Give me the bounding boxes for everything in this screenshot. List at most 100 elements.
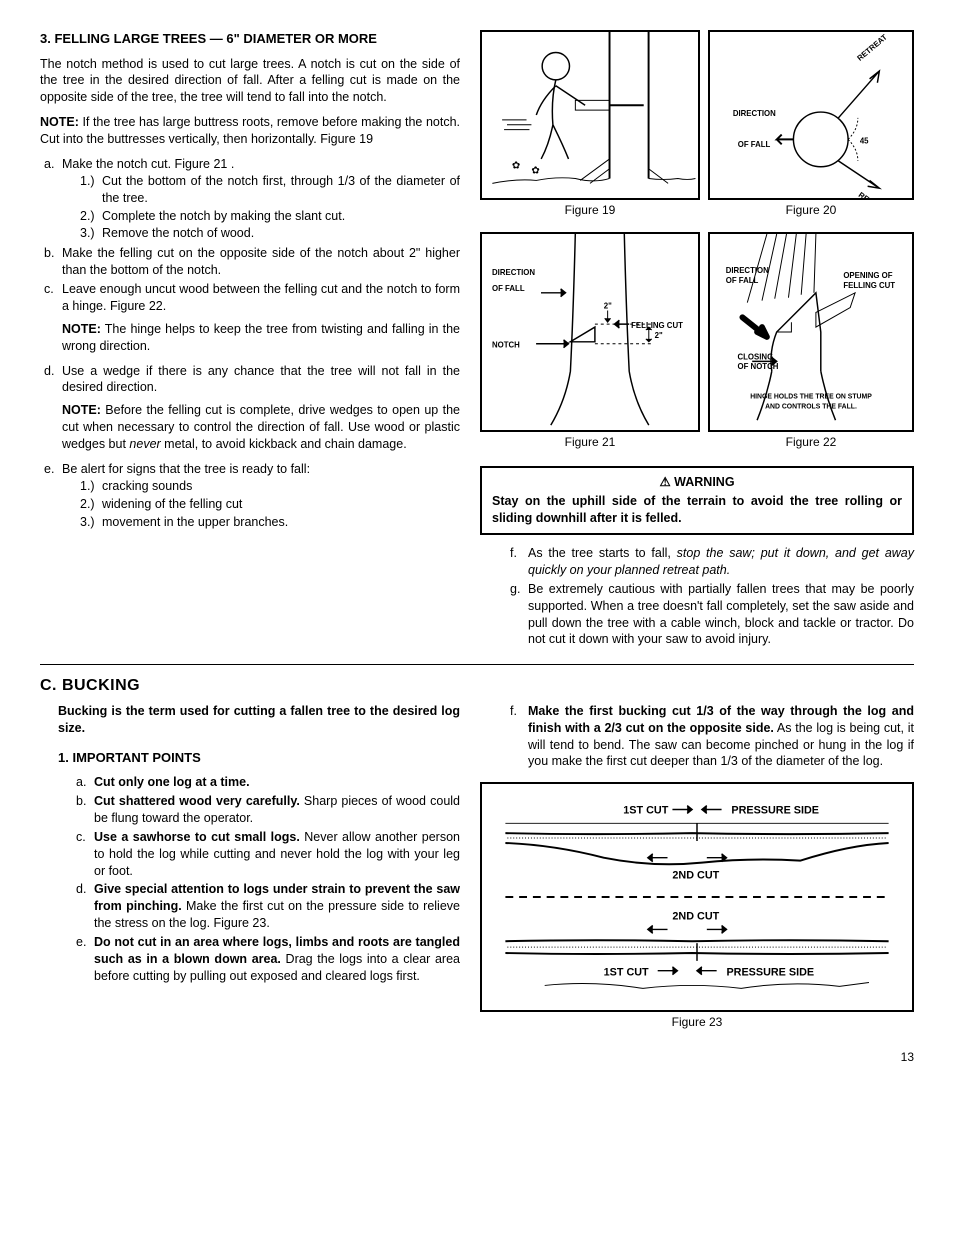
step-a3: 3.)Remove the notch of wood. <box>80 225 460 242</box>
step-a: a. Make the notch cut. Figure 21 . 1.)Cu… <box>44 156 460 243</box>
note-3-never: never <box>129 437 160 451</box>
step-a-sublist: 1.)Cut the bottom of the notch first, th… <box>80 173 460 243</box>
warning-box: ⚠ WARNING Stay on the uphill side of the… <box>480 466 914 535</box>
step-e: e. Be alert for signs that the tree is r… <box>44 461 460 532</box>
fig22-box: DIRECTION OF FALL OPENING OF FELLING CUT… <box>708 232 914 432</box>
svg-text:DIRECTION: DIRECTION <box>733 109 776 118</box>
section-3-intro: The notch method is used to cut large tr… <box>40 56 460 107</box>
fig19-caption: Figure 19 <box>480 202 700 218</box>
svg-text:FELLING CUT: FELLING CUT <box>843 281 895 290</box>
step-b: b.Make the felling cut on the opposite s… <box>44 245 460 279</box>
fig19-box: ✿ ✿ <box>480 30 700 200</box>
step-g: g. Be extremely cautious with partially … <box>510 581 914 649</box>
svg-text:AND CONTROLS THE FALL.: AND CONTROLS THE FALL. <box>765 404 857 411</box>
svg-text:OPENING OF: OPENING OF <box>843 271 892 280</box>
warning-text: Stay on the uphill side of the terrain t… <box>492 493 902 527</box>
steps-list-3: e. Be alert for signs that the tree is r… <box>44 461 460 532</box>
buck-e: e.Do not cut in an area where logs, limb… <box>76 934 460 985</box>
fig20-svg: DIRECTION OF FALL RETREAT RETREAT 45 <box>710 32 912 198</box>
buck-b: b.Cut shattered wood very carefully. Sha… <box>76 793 460 827</box>
buck-d: d.Give special attention to logs under s… <box>76 881 460 932</box>
svg-text:DIRECTION: DIRECTION <box>492 268 535 277</box>
step-a-text: Make the notch cut. Figure 21 . <box>62 157 234 171</box>
svg-text:1ST CUT: 1ST CUT <box>623 805 668 817</box>
step-f-a: As the tree starts to fall, <box>528 546 677 560</box>
fig-row-2: DIRECTION OF FALL NOTCH FELLING CUT 2" 2… <box>480 232 914 458</box>
step-a-body: Make the notch cut. Figure 21 . 1.)Cut t… <box>62 156 460 243</box>
fig21-wrap: DIRECTION OF FALL NOTCH FELLING CUT 2" 2… <box>480 232 700 458</box>
svg-text:2": 2" <box>655 331 663 340</box>
steps-list-2: d.Use a wedge if there is any chance tha… <box>44 363 460 397</box>
svg-text:DIRECTION: DIRECTION <box>726 266 769 275</box>
svg-text:✿: ✿ <box>531 166 539 177</box>
fig20-box: DIRECTION OF FALL RETREAT RETREAT 45 <box>708 30 914 200</box>
step-a1: 1.)Cut the bottom of the notch first, th… <box>80 173 460 207</box>
svg-text:PRESSURE SIDE: PRESSURE SIDE <box>726 967 814 979</box>
svg-text:2ND CUT: 2ND CUT <box>672 911 719 923</box>
warning-title: ⚠ WARNING <box>492 474 902 491</box>
fig19-svg: ✿ ✿ <box>482 32 698 198</box>
step-a2: 2.)Complete the notch by making the slan… <box>80 208 460 225</box>
fig23-box: 1ST CUT PRESSURE SIDE 2ND CUT 2ND CUT <box>480 782 914 1012</box>
buck-a: a.Cut only one log at a time. <box>76 774 460 791</box>
note-3: NOTE: Before the felling cut is complete… <box>62 402 460 453</box>
fig23-svg: 1ST CUT PRESSURE SIDE 2ND CUT 2ND CUT <box>482 784 912 1010</box>
svg-text:OF NOTCH: OF NOTCH <box>738 362 779 371</box>
fig21-svg: DIRECTION OF FALL NOTCH FELLING CUT 2" 2… <box>482 234 698 430</box>
svg-text:NOTCH: NOTCH <box>492 341 520 350</box>
fig22-caption: Figure 22 <box>708 434 914 450</box>
section-c-head: C. BUCKING <box>40 675 914 697</box>
buck-f: f.Make the first bucking cut 1/3 of the … <box>510 703 914 771</box>
note-3b: metal, to avoid kickback and chain damag… <box>161 437 407 451</box>
note-2-label: NOTE: <box>62 322 101 336</box>
page-number: 13 <box>40 1049 914 1065</box>
fig-row-1: ✿ ✿ Figure 19 DIRECTI <box>480 30 914 226</box>
bottom-right-col: f.Make the first bucking cut 1/3 of the … <box>480 703 914 1039</box>
divider <box>40 664 914 665</box>
step-e3: 3.)movement in the upper branches. <box>80 514 460 531</box>
note-2-text: The hinge helps to keep the tree from tw… <box>62 322 460 353</box>
fig19-wrap: ✿ ✿ Figure 19 <box>480 30 700 226</box>
fig21-caption: Figure 21 <box>480 434 700 450</box>
bucking-list-right: f.Make the first bucking cut 1/3 of the … <box>510 703 914 771</box>
svg-text:OF FALL: OF FALL <box>492 284 525 293</box>
fig21-box: DIRECTION OF FALL NOTCH FELLING CUT 2" 2… <box>480 232 700 432</box>
svg-text:✿: ✿ <box>512 161 520 172</box>
svg-text:1ST CUT: 1ST CUT <box>604 967 649 979</box>
fig23-caption: Figure 23 <box>480 1014 914 1030</box>
marker-a: a. <box>44 156 62 243</box>
svg-text:OF FALL: OF FALL <box>726 276 759 285</box>
note-1-text: If the tree has large buttress roots, re… <box>40 115 460 146</box>
note-3-label: NOTE: <box>62 403 101 417</box>
page: 3. FELLING LARGE TREES — 6" DIAMETER OR … <box>40 30 914 1065</box>
section-3-title: 3. FELLING LARGE TREES — 6" DIAMETER OR … <box>40 30 460 48</box>
svg-text:RETREAT: RETREAT <box>857 190 892 198</box>
step-d: d.Use a wedge if there is any chance tha… <box>44 363 460 397</box>
step-c: c.Leave enough uncut wood between the fe… <box>44 281 460 315</box>
steps-list: a. Make the notch cut. Figure 21 . 1.)Cu… <box>44 156 460 315</box>
svg-text:2ND CUT: 2ND CUT <box>672 870 719 882</box>
buck-c: c.Use a sawhorse to cut small logs. Neve… <box>76 829 460 880</box>
right-column: ✿ ✿ Figure 19 DIRECTI <box>480 30 914 650</box>
bottom-left-col: Bucking is the term used for cutting a f… <box>40 703 460 1039</box>
svg-text:CLOSING: CLOSING <box>738 353 774 362</box>
bucking-list: a.Cut only one log at a time. b.Cut shat… <box>76 774 460 985</box>
svg-text:FELLING CUT: FELLING CUT <box>631 321 683 330</box>
fig20-caption: Figure 20 <box>708 202 914 218</box>
svg-text:RETREAT: RETREAT <box>855 32 889 62</box>
step-e2: 2.)widening of the felling cut <box>80 496 460 513</box>
bottom-section: Bucking is the term used for cutting a f… <box>40 703 914 1039</box>
important-points-head: 1. IMPORTANT POINTS <box>58 749 460 767</box>
fig22-wrap: DIRECTION OF FALL OPENING OF FELLING CUT… <box>708 232 914 458</box>
note-2: NOTE: The hinge helps to keep the tree f… <box>62 321 460 355</box>
svg-text:OF FALL: OF FALL <box>738 140 771 149</box>
step-e-sublist: 1.)cracking sounds 2.)widening of the fe… <box>80 478 460 531</box>
svg-text:2": 2" <box>604 302 612 311</box>
note-1-label: NOTE: <box>40 115 79 129</box>
fig20-wrap: DIRECTION OF FALL RETREAT RETREAT 45 Fig… <box>708 30 914 226</box>
top-section: 3. FELLING LARGE TREES — 6" DIAMETER OR … <box>40 30 914 650</box>
svg-text:PRESSURE SIDE: PRESSURE SIDE <box>731 805 819 817</box>
svg-text:HINGE HOLDS THE TREE ON STUMP: HINGE HOLDS THE TREE ON STUMP <box>750 394 872 401</box>
right-list: f. As the tree starts to fall, stop the … <box>510 545 914 648</box>
left-column: 3. FELLING LARGE TREES — 6" DIAMETER OR … <box>40 30 460 650</box>
